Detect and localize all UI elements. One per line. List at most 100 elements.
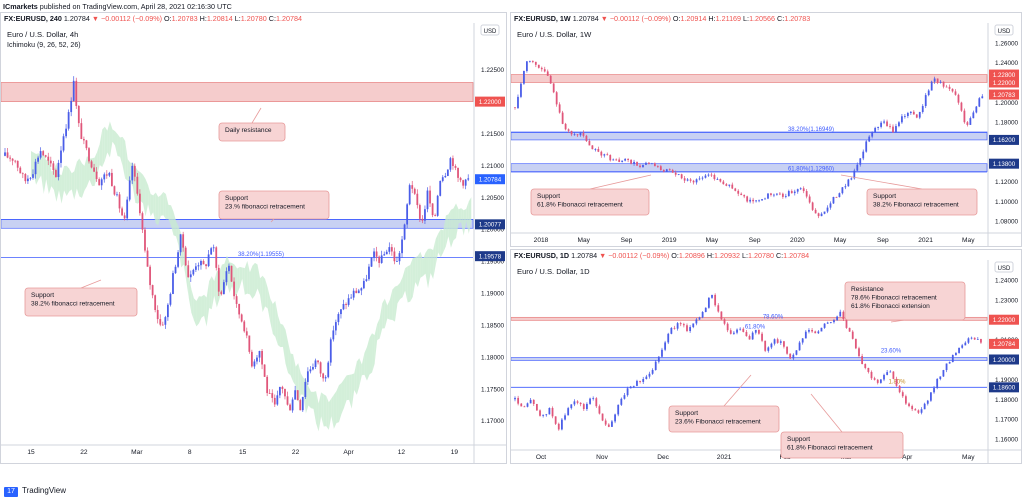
support-zone [1,219,474,229]
ichimoku-cloud-segment [453,203,457,241]
y-tick-label: 1.20000 [481,227,505,234]
candle-body [614,414,616,422]
ichimoku-cloud-segment [338,383,342,423]
candle-body [901,116,903,123]
candle-body [749,199,752,202]
chart-d1[interactable]: Euro / U.S. Dollar, 1D USD 1.24000 1.23000 1… [511,260,1021,463]
ichimoku-cloud-segment [323,394,327,427]
candle-body [589,398,591,404]
ichimoku-cloud-segment [448,209,451,248]
ichimoku-cloud-segment [244,260,248,295]
ichimoku-cloud-segment [176,221,179,246]
ichimoku-cloud-segment [445,214,449,247]
callout-pointer [840,174,923,190]
candle-body [345,303,347,305]
ichimoku-cloud-segment [58,173,62,204]
currency-badge [994,24,1014,36]
candle-body [294,390,297,400]
candle-body [653,163,656,167]
candle-body [411,185,414,189]
candle-body [222,282,225,295]
candle-body [93,167,95,172]
candle-body [626,388,629,396]
candle-body [629,386,632,389]
candle-body [151,285,154,296]
candle-body [889,126,891,127]
annotation-callout [668,405,780,433]
support-zone [511,163,988,172]
ichimoku-cloud-segment [379,303,383,339]
candle-body [686,325,688,332]
candle-body [426,190,429,210]
candle-body [835,196,838,198]
candle-body [951,88,954,92]
candle-body [467,178,470,180]
chart-title: Euro / U.S. Dollar, 1W [517,30,592,39]
candle-body [604,420,607,425]
ichimoku-cloud-segment [415,255,418,288]
candle-body [883,121,885,123]
ichimoku-cloud-segment [247,260,250,295]
ichimoku-cloud-segment [168,204,171,226]
candle-body [545,414,548,416]
candle-body [441,177,444,181]
candle-body [903,116,906,117]
chart-panel-h4[interactable]: FX:EURUSD, 240 1.20784 ▼ −0.00112 (−0.09… [0,12,507,464]
candle-body [385,251,388,255]
y-tick-label: 1.18000 [481,354,505,361]
candle-body [648,162,650,164]
candle-body [256,357,258,362]
candle-body [464,179,467,186]
ichimoku-cloud-segment [318,392,322,432]
chart-h4[interactable]: Euro / U.S. Dollar, 4h Ichimoku (9, 26, 5… [1,23,506,463]
candle-body [933,388,935,393]
chart-panel-d1[interactable]: FX:EURUSD, 1D 1.20784 ▼ −0.00112 (−0.09%… [510,249,1022,464]
candle-body [253,361,256,367]
currency-label: USD [998,29,1011,35]
candle-body [88,148,90,162]
candle-body [47,156,50,161]
callout-text: 61.8% Fibonacci retracement [537,202,623,209]
x-tick-label: 22 [292,449,300,456]
currency-badge [480,24,500,36]
candle-body [373,251,375,258]
candle-body [930,392,932,401]
candle-body [728,184,731,186]
candle-body [546,71,549,76]
high-value: 1.20932 [714,251,740,260]
annotation-callout [844,281,966,321]
candle-body [898,122,900,127]
candle-body [963,110,966,123]
chart-panel-w1[interactable]: FX:EURUSD, 1W 1.20784 ▼ −0.00112 (−0.09%… [510,12,1022,247]
ichimoku-cloud-segment [239,266,243,288]
candle-body [648,373,651,377]
candle-body [908,403,910,407]
candle-body [299,400,302,411]
fibonacci-label: 78.60% [763,315,784,321]
candle-body [95,171,98,180]
candle-body [319,362,322,374]
y-tick-label: 1.08000 [995,219,1019,226]
tradingview-logo[interactable]: 17 TradingView [4,486,66,497]
ichimoku-cloud-segment [191,288,194,321]
candle-body [886,372,889,375]
candle-body [954,91,957,95]
chart-w1[interactable]: Euro / U.S. Dollar, 1W USD 1.26000 1.24000 1… [511,23,1021,246]
candle-body [627,159,629,160]
resistance-zone [511,74,988,83]
x-tick-label: 2020 [790,237,805,244]
callout-text: 23.% fibonacci retracement [225,204,305,211]
candle-body [904,396,907,404]
ichimoku-cloud-segment [435,233,439,266]
candle-body [686,179,689,181]
candle-body [783,341,785,347]
x-tick-label: 2021 [717,454,732,461]
candle-body [523,406,526,408]
candle-body [698,317,701,320]
candle-body [570,130,573,135]
candle-body [408,185,411,205]
candle-body [603,154,606,156]
price-tag [989,354,1019,365]
ichimoku-cloud-segment [102,126,105,168]
candle-body [248,335,251,352]
